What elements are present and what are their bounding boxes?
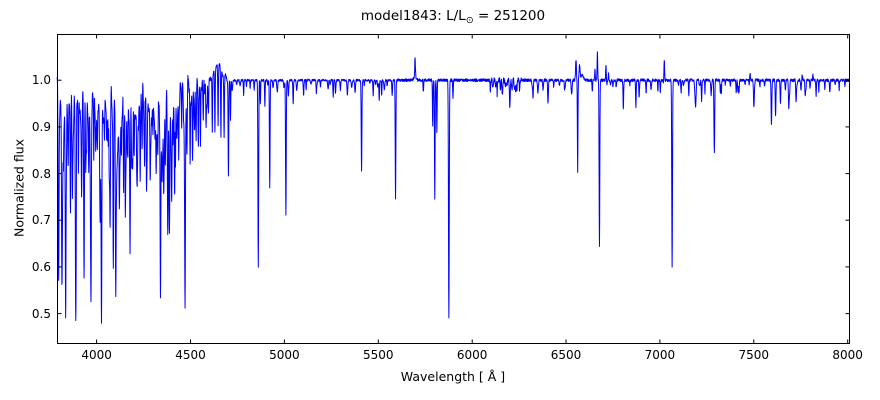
chart-title-text: model1843: L/L <box>360 8 466 24</box>
x-tick-label: 7000 <box>644 348 676 362</box>
x-tick-label: 5000 <box>269 348 300 362</box>
x-tick-label: 4500 <box>175 348 206 362</box>
y-tick-label: 0.5 <box>31 306 51 321</box>
x-tick-label: 6000 <box>456 348 488 362</box>
x-tick-label: 8000 <box>832 348 863 362</box>
y-tick-label: 1.0 <box>31 73 51 88</box>
chart-title: model1843: L/L⊙ = 251200 <box>57 8 849 26</box>
y-tick-label: 0.7 <box>31 213 51 228</box>
x-tick-label: 7500 <box>738 348 770 362</box>
y-tick-label: 0.9 <box>31 119 51 134</box>
x-tick-label: 4000 <box>81 348 112 362</box>
spectrum-line <box>56 51 850 324</box>
x-tick-label: 5500 <box>363 348 394 362</box>
sun-symbol: ⊙ <box>465 15 474 26</box>
x-axis-label: Wavelength [ Å ] <box>400 369 506 384</box>
chart-title-value: = 251200 <box>473 8 546 24</box>
plot-frame <box>57 34 850 344</box>
y-tick-label: 0.6 <box>31 259 51 274</box>
x-tick-label: 6500 <box>550 348 582 362</box>
y-tick-label: 0.8 <box>31 166 51 181</box>
